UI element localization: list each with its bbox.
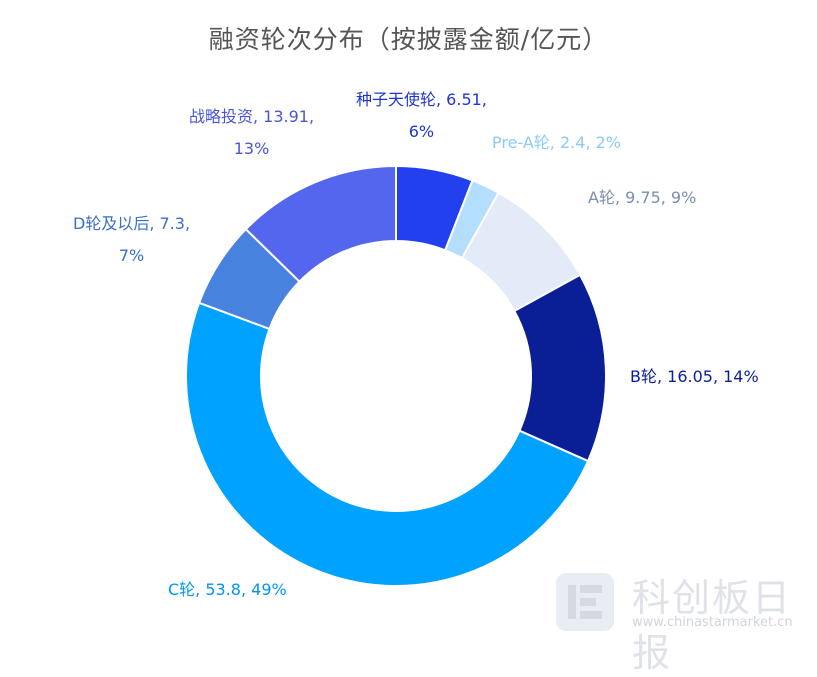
label-pre-a: Pre-A轮, 2.4, 2%	[492, 127, 621, 159]
label-c-text: C轮, 53.8, 49%	[168, 580, 287, 599]
label-seed-angel-line1: 种子天使轮, 6.51,	[356, 90, 487, 109]
watermark-logo-icon	[556, 573, 614, 631]
donut-chart	[185, 164, 607, 587]
label-c: C轮, 53.8, 49%	[168, 574, 287, 606]
donut-slice-3	[512, 273, 607, 463]
label-a-text: A轮, 9.75, 9%	[588, 188, 697, 207]
donut-slice-4	[185, 301, 590, 587]
donut-slice-6	[244, 164, 397, 284]
label-a: A轮, 9.75, 9%	[588, 182, 696, 214]
label-d-line2: 7%	[118, 246, 145, 265]
label-seed-angel: 种子天使轮, 6.51, 6%	[356, 84, 487, 148]
label-d: D轮及以后, 7.3, 7%	[73, 208, 190, 272]
label-b-text: B轮, 16.05, 14%	[630, 367, 759, 386]
watermark: 科创板日报 www.chinastarmarket.cn	[556, 567, 816, 675]
label-b: B轮, 16.05, 14%	[630, 361, 759, 393]
watermark-url: www.chinastarmarket.cn	[632, 615, 793, 630]
label-seed-angel-line2: 6%	[408, 122, 435, 141]
chart-title: 融资轮次分布（按披露金额/亿元）	[208, 25, 609, 54]
label-strategic: 战略投资, 13.91, 13%	[189, 101, 314, 165]
label-strategic-line2: 13%	[233, 139, 270, 158]
label-pre-a-text: Pre-A轮, 2.4, 2%	[492, 133, 621, 152]
label-d-line1: D轮及以后, 7.3,	[73, 214, 191, 233]
label-strategic-line1: 战略投资, 13.91,	[189, 107, 315, 126]
